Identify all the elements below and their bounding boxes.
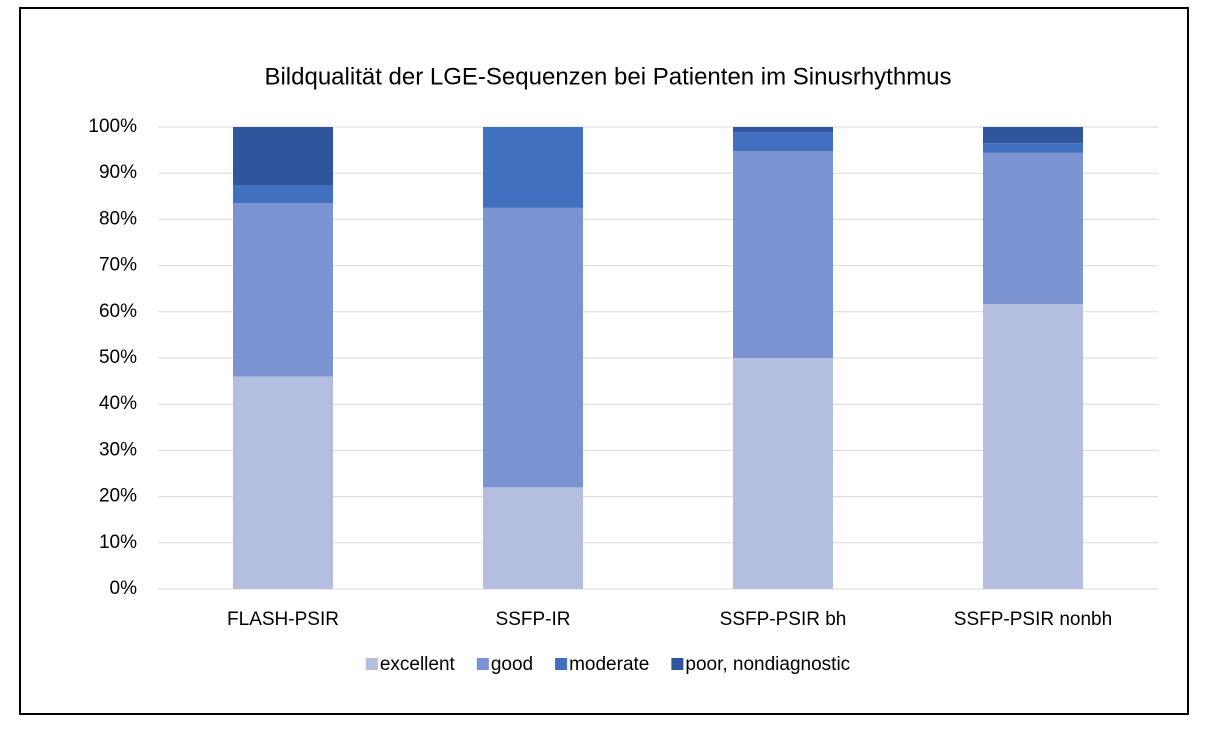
bar-segment xyxy=(733,358,833,589)
bar-segment xyxy=(233,185,333,204)
y-tick-label: 0% xyxy=(110,578,138,599)
bar-segment xyxy=(233,376,333,589)
y-tick-label: 60% xyxy=(99,301,137,322)
x-tick-label: SSFP-IR xyxy=(496,609,571,630)
legend-swatch xyxy=(476,658,489,670)
legend-label: excellent xyxy=(380,654,456,675)
legend-swatch xyxy=(365,658,378,670)
y-tick-label: 70% xyxy=(99,255,137,276)
y-tick-label: 30% xyxy=(99,439,137,460)
bar-segment xyxy=(983,127,1083,144)
y-tick-label: 40% xyxy=(99,393,137,414)
chart-title: Bildqualität der LGE-Sequenzen bei Patie… xyxy=(264,63,951,90)
bar-segment xyxy=(233,203,333,377)
y-tick-label: 50% xyxy=(99,347,137,368)
bar-segment xyxy=(733,151,833,358)
bar-segment xyxy=(483,487,583,589)
bar-segment xyxy=(483,207,583,488)
y-tick-label: 100% xyxy=(88,116,137,137)
y-tick-label: 20% xyxy=(99,486,137,507)
y-tick-label: 80% xyxy=(99,208,137,229)
x-tick-label: FLASH-PSIR xyxy=(227,609,339,630)
bar-segment xyxy=(733,132,833,152)
bar-segment xyxy=(483,127,583,208)
y-tick-label: 10% xyxy=(99,532,137,553)
bar-segment xyxy=(233,127,333,186)
bar-segment xyxy=(733,127,833,133)
bar-segment xyxy=(983,143,1083,153)
x-tick-label: SSFP-PSIR bh xyxy=(720,609,847,630)
legend-label: good xyxy=(491,654,533,675)
y-tick-label: 90% xyxy=(99,162,137,183)
bar-segment xyxy=(983,303,1083,589)
x-tick-label: SSFP-PSIR nonbh xyxy=(954,609,1112,630)
legend-swatch xyxy=(671,658,684,670)
legend-swatch xyxy=(555,658,568,670)
bar-segment xyxy=(983,152,1083,304)
legend-label: poor, nondiagnostic xyxy=(685,654,850,675)
legend-label: moderate xyxy=(569,654,649,675)
